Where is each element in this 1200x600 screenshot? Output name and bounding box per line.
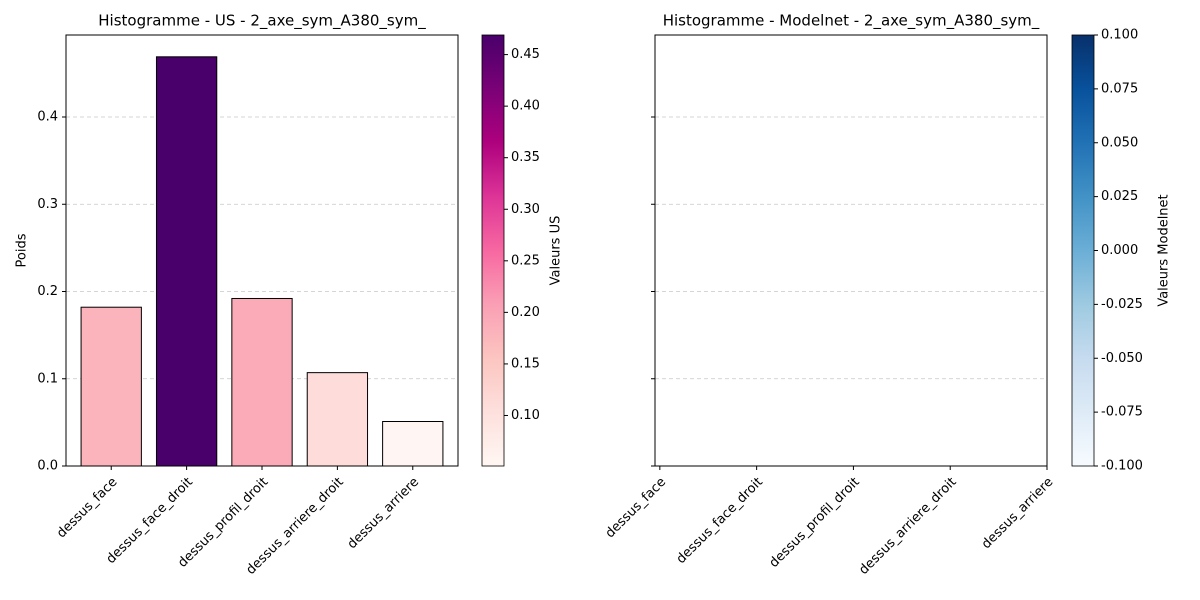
colorbar-tick-label: -0.100 — [1101, 459, 1143, 474]
bar — [231, 297, 293, 467]
colorbar-tick-label: 0.10 — [511, 408, 540, 423]
y-tick-label: 0.0 — [37, 459, 58, 474]
y-tick-label: 0.3 — [37, 197, 58, 212]
colorbar-label: Valeurs Modelnet — [1157, 194, 1172, 306]
colorbar-tick-label: 0.075 — [1101, 81, 1138, 96]
plot-frame — [654, 34, 1048, 467]
colorbar-tick-label: 0.100 — [1101, 28, 1138, 43]
colorbar-tick-label: 0.050 — [1101, 135, 1138, 150]
y-tick-label: 0.4 — [37, 110, 58, 125]
colorbar — [481, 34, 505, 467]
bar — [306, 372, 369, 467]
colorbar-tick-label: 0.025 — [1101, 189, 1138, 204]
x-tick-label: dessus_profil_droit — [767, 475, 863, 571]
x-tick-label: dessus_arriere — [345, 475, 422, 552]
x-tick-label: dessus_face — [54, 475, 120, 541]
colorbar-tick-label: -0.075 — [1101, 405, 1143, 420]
chart-title: Histogramme - US - 2_axe_sym_A380_sym_ — [98, 12, 426, 31]
x-tick-label: dessus_face — [603, 475, 669, 541]
bar — [382, 421, 444, 467]
bar — [155, 56, 218, 467]
y-tick-label: 0.1 — [37, 371, 58, 386]
x-tick-label: dessus_arriere_droit — [856, 475, 959, 578]
colorbar-tick-label: 0.35 — [511, 150, 540, 165]
y-tick-label: 0.2 — [37, 284, 58, 299]
colorbar-tick-label: 0.30 — [511, 202, 540, 217]
colorbar-tick-label: -0.025 — [1101, 297, 1143, 312]
colorbar-label: Valeurs US — [549, 216, 564, 286]
colorbar-tick-label: 0.25 — [511, 253, 540, 268]
colorbar — [1071, 34, 1095, 467]
chart-title: Histogramme - Modelnet - 2_axe_sym_A380_… — [663, 12, 1040, 31]
colorbar-tick-label: -0.050 — [1101, 351, 1143, 366]
colorbar-tick-label: 0.40 — [511, 99, 540, 114]
colorbar-tick-label: 0.20 — [511, 305, 540, 320]
x-tick-label: dessus_face_droit — [674, 475, 766, 567]
bar — [80, 306, 142, 467]
colorbar-tick-label: 0.45 — [511, 47, 540, 62]
colorbar-tick-label: 0.000 — [1101, 243, 1138, 258]
colorbar-tick-label: 0.15 — [511, 356, 540, 371]
y-axis-label: Poids — [15, 233, 30, 267]
plot-frame — [65, 34, 459, 467]
x-tick-label: dessus_arriere — [979, 475, 1056, 552]
